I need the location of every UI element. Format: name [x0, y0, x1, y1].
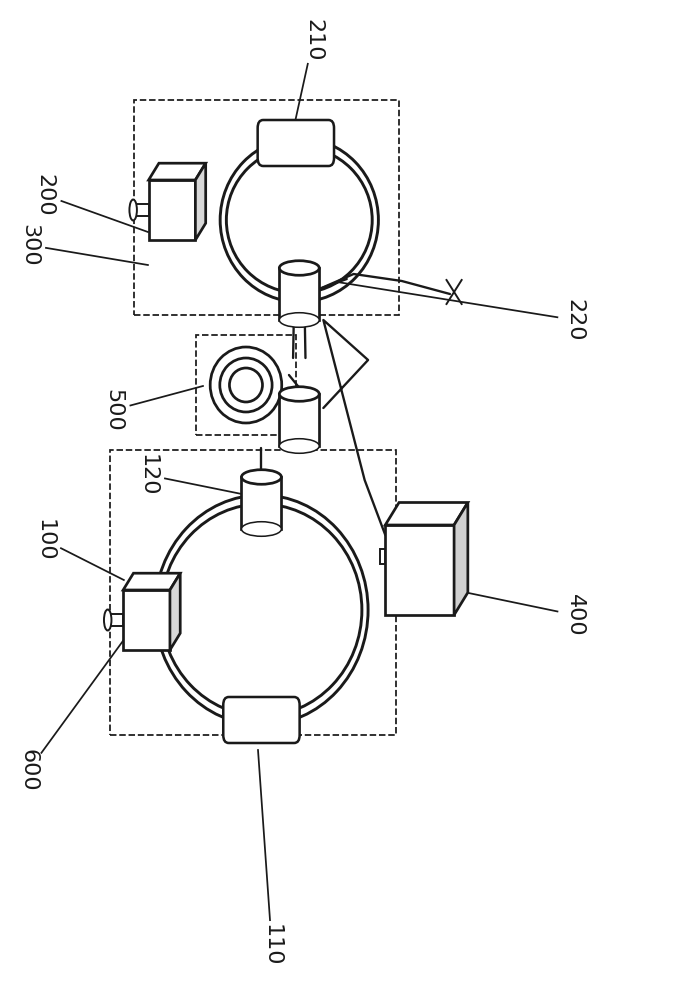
Bar	[110, 614, 123, 626]
Text: 500: 500	[103, 389, 124, 431]
Text: 600: 600	[19, 749, 39, 791]
Text: 120: 120	[138, 454, 158, 496]
Bar	[196, 335, 296, 435]
FancyBboxPatch shape	[257, 120, 334, 166]
Polygon shape	[149, 163, 206, 180]
Polygon shape	[454, 502, 468, 615]
Bar	[241, 477, 281, 529]
Ellipse shape	[279, 261, 319, 275]
Bar	[385, 525, 454, 615]
Ellipse shape	[129, 200, 137, 221]
Ellipse shape	[279, 313, 319, 327]
Polygon shape	[123, 573, 180, 590]
Polygon shape	[170, 573, 180, 650]
Bar	[123, 590, 170, 650]
Text: 400: 400	[564, 594, 585, 636]
Bar	[134, 100, 399, 315]
Bar	[279, 268, 319, 320]
Text: 300: 300	[19, 224, 39, 266]
Polygon shape	[385, 502, 468, 525]
FancyBboxPatch shape	[223, 697, 300, 743]
Text: 110: 110	[261, 924, 282, 966]
Text: 210: 210	[303, 19, 323, 61]
Text: 200: 200	[34, 174, 55, 216]
Bar	[136, 204, 149, 216]
Text: 220: 220	[564, 299, 585, 341]
Bar	[279, 394, 319, 446]
Bar	[149, 180, 195, 240]
Ellipse shape	[241, 470, 281, 484]
Text: 100: 100	[34, 519, 55, 561]
Bar	[110, 450, 396, 735]
Polygon shape	[195, 163, 206, 240]
Ellipse shape	[104, 609, 111, 631]
Ellipse shape	[279, 387, 319, 401]
Bar	[380, 549, 385, 564]
Ellipse shape	[241, 522, 281, 536]
Ellipse shape	[279, 439, 319, 453]
